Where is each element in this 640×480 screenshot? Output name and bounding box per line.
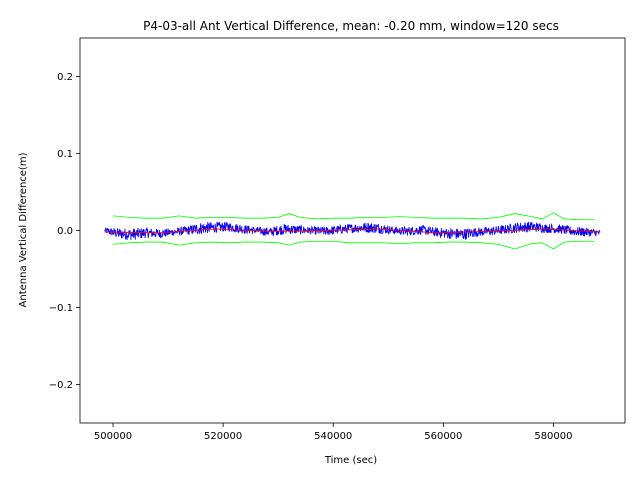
y-tick-label: 0.0 xyxy=(57,226,73,237)
upper-envelope-line xyxy=(112,212,595,221)
running-mean-line xyxy=(104,228,601,234)
x-tick-label: 520000 xyxy=(204,431,242,442)
y-axis-title: Antenna Vertical Difference(m) xyxy=(18,152,29,307)
plot-area xyxy=(104,212,601,250)
y-tick-label: 0.2 xyxy=(57,72,73,83)
x-axis: 500000 520000 540000 560000 580000 xyxy=(94,423,573,442)
x-tick-label: 540000 xyxy=(314,431,352,442)
x-axis-title: Time (sec) xyxy=(324,455,377,466)
y-axis: 0.2 0.1 0.0 −0.1 −0.2 xyxy=(49,72,80,391)
y-tick-label: −0.2 xyxy=(49,380,73,391)
chart-title: P4-03-all Ant Vertical Difference, mean:… xyxy=(143,19,559,33)
measured-series-line xyxy=(104,221,601,241)
x-tick-label: 580000 xyxy=(534,431,572,442)
x-tick-label: 560000 xyxy=(424,431,462,442)
y-tick-label: −0.1 xyxy=(49,303,73,314)
lower-envelope-line xyxy=(112,240,595,250)
x-tick-label: 500000 xyxy=(94,431,132,442)
y-tick-label: 0.1 xyxy=(57,149,73,160)
